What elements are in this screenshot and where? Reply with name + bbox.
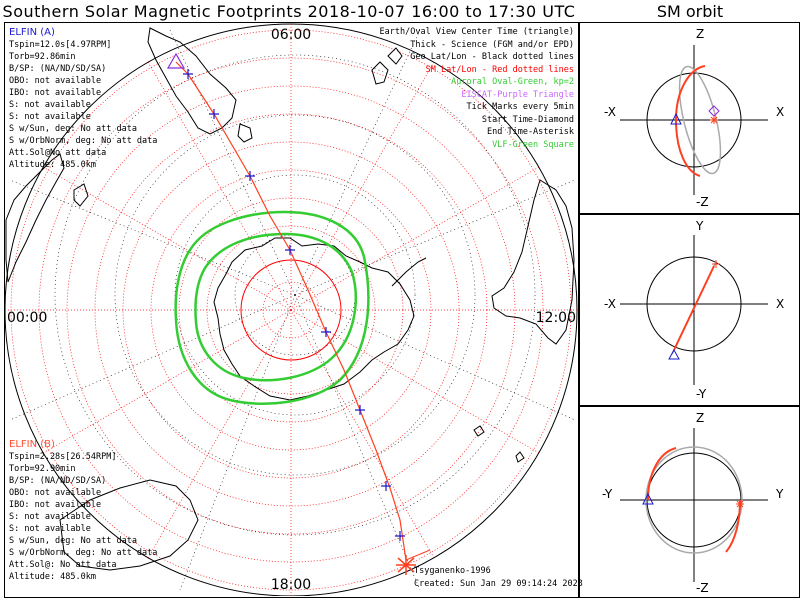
legend-entry: SM Lat/Lon - Red dotted lines (425, 64, 574, 75)
elfin-b-line: Altitude: 485.0km (9, 572, 96, 582)
elfin-a-line: S: not available (9, 112, 91, 122)
orbit-end-asterisk (712, 260, 720, 268)
orbit-segment-red (673, 265, 715, 351)
elfin-a-title: ELFIN (A) (9, 27, 55, 38)
orbit-segment-red (675, 65, 706, 177)
axis-label-right: X (776, 297, 784, 311)
elfin-a-line: S w/Sun, deg: No att data (9, 124, 137, 134)
axis-label-top: Z (696, 411, 704, 425)
mlt-label-bottom: 18:00 (271, 577, 311, 593)
orbit-end-asterisk (736, 500, 744, 508)
axis-label-left: -X (604, 297, 616, 311)
elfin-footprint-track (175, 61, 407, 561)
elfin-b-line: Torb=92.90min (9, 464, 76, 474)
elfin-b-line: B/SP: (NA/ND/SD/SA) (9, 476, 107, 486)
axis-label-bottom: -Z (696, 195, 709, 209)
elfin-b-line: OBO: not available (9, 488, 102, 498)
elfin-b-line: S: not available (9, 512, 91, 522)
footprint-map-frame (4, 22, 580, 598)
axis-label-top: Y (695, 219, 704, 233)
orbit-start-triangle (668, 348, 680, 360)
legend-entry: Thick - Science (FGM and/or EPD) (410, 39, 574, 50)
africa-coastline (5, 153, 65, 283)
legend-entry: Tick Marks every 5min (466, 102, 574, 112)
axis-label-top: Z (696, 27, 704, 41)
axis-label-right: Y (775, 487, 784, 501)
south-atlantic-islands (473, 425, 525, 463)
view-center-triangle (166, 52, 186, 69)
axis-label-left: -Y (602, 487, 613, 501)
antarctic-peninsula (391, 257, 427, 287)
created-timestamp: Created: Sun Jan 29 09:14:24 2023 (414, 579, 583, 589)
sm-yz-plot: Z -Z -Y Y (602, 411, 784, 595)
sm-80deg-circle (240, 259, 342, 361)
mlt-label-top: 06:00 (271, 27, 311, 43)
sm-orbit-title: SM orbit (656, 2, 724, 21)
legend-entry: End Time-Asterisk (487, 127, 574, 137)
axis-label-bottom: -Y (696, 387, 707, 401)
antarctica-coastline (213, 237, 415, 401)
elfin-a-line: IBO: not available (9, 88, 102, 98)
elfin-a-line: Att.Sol@No att data (9, 148, 107, 158)
elfin-b-line: IBO: not available (9, 500, 102, 510)
auroral-oval-poleward (194, 232, 357, 382)
legend-entry: VLF-Green Square (492, 139, 574, 150)
elfin-a-line: Altitude: 485.0km (9, 160, 96, 170)
elfin-b-line: S w/Sun, deg: No att data (9, 536, 137, 546)
page-title: Southern Solar Magnetic Footprints 2018-… (2, 2, 576, 21)
sm-xz-plot: Z -Z -X X (604, 27, 784, 209)
model-label: Tsyganenko-1996 (414, 566, 491, 576)
orbit-end-asterisk (710, 116, 718, 124)
elfin-a-line: S w/OrbNorm, deg: No att data (9, 136, 158, 146)
asia-coastline (59, 479, 199, 571)
auroral-oval-equatorward (174, 210, 370, 405)
mlt-label-left: 00:00 (7, 310, 47, 326)
elfin-a-info: ELFIN (A) Tspin=12.0s[4.97RPM] Torb=92.8… (9, 27, 157, 171)
new-zealand-coastline (371, 47, 403, 85)
track-end-tail (405, 549, 431, 561)
madagascar-coastline (73, 183, 89, 207)
elfin-a-line: B/SP: (NA/ND/SD/SA) (9, 64, 107, 74)
elfin-b-title: ELFIN (B) (9, 439, 55, 450)
elfin-a-line: Torb=92.86min (9, 52, 76, 62)
legend-entry: EISCAT-Purple Triangle (461, 89, 574, 100)
south-america-coastline (491, 179, 575, 345)
elfin-a-line: S: not available (9, 100, 91, 110)
track-tick-marks (183, 69, 405, 541)
axis-label-left: -X (604, 105, 616, 119)
orbit-start-triangle (642, 492, 654, 505)
elfin-a-line: Tspin=12.0s[4.97RPM] (9, 40, 112, 50)
orbit-start-triangle (670, 112, 682, 125)
elfin-b-line: S w/OrbNorm, deg: No att data (9, 548, 158, 558)
legend: Earth/Oval View Center Time (triangle) T… (380, 26, 574, 151)
mlt-label-right: 12:00 (536, 310, 576, 326)
orbit-projection-gray (645, 446, 743, 554)
legend-entry: Geo Lat/Lon - Black dotted lines (410, 52, 574, 62)
elfin-b-line: S: not available (9, 524, 91, 534)
end-time-asterisk (396, 555, 416, 575)
legend-entry: Auroral Oval-Green, kp=2 (451, 77, 574, 87)
orbit-projection-gray (678, 65, 722, 175)
elfin-b-info: ELFIN (B) Tspin=2.28s[26.54RPM] Torb=92.… (9, 439, 157, 583)
sm-xy-plot: Y -Y -X X (604, 219, 784, 401)
axis-label-right: X (776, 105, 784, 119)
tasmania-coastline (237, 123, 253, 143)
elfin-b-line: Att.Sol@: No att data (9, 560, 117, 570)
legend-entry: Start Time-Diamond (481, 114, 574, 125)
legend-entry: Earth/Oval View Center Time (triangle) (379, 27, 574, 37)
axis-label-bottom: -Z (696, 581, 709, 595)
elfin-b-line: Tspin=2.28s[26.54RPM] (9, 452, 117, 462)
elfin-a-line: OBO: not available (9, 76, 102, 86)
